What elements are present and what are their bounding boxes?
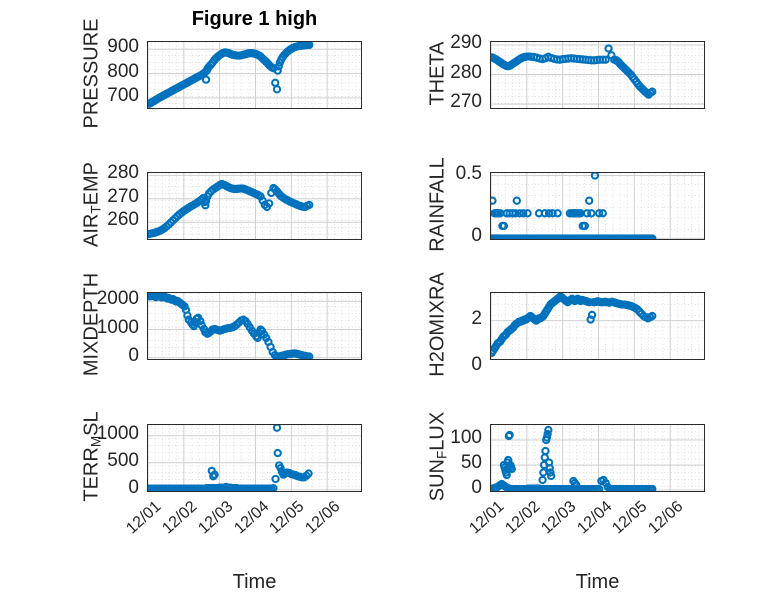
ytick-pressure-2: 900 — [107, 36, 139, 58]
axes-rainfall — [490, 172, 705, 240]
ytick-terr_msl-2: 1000 — [96, 422, 139, 444]
ytick-rainfall-0: 0 — [471, 225, 482, 247]
plot-area-h2omixra — [491, 293, 704, 359]
data-series-pressure — [148, 42, 314, 108]
plot-area-theta — [491, 42, 704, 108]
ytick-rainfall-1: 0.5 — [455, 162, 482, 184]
axes-h2omixra — [490, 292, 705, 360]
data-series-h2omixra — [491, 293, 657, 358]
major-grid-theta — [491, 42, 704, 108]
plot-area-air_temp — [148, 173, 361, 239]
ytick-sun_flux-0: 0 — [471, 477, 482, 498]
axes-air_temp — [147, 172, 362, 240]
ytick-h2omixra-0: 0 — [471, 353, 482, 375]
data-series-air_temp — [148, 179, 314, 239]
ytick-sun_flux-2: 100 — [450, 427, 482, 448]
ytick-theta-0: 270 — [450, 91, 482, 113]
ytick-pressure-0: 700 — [107, 84, 139, 106]
ytick-h2omixra-1: 2 — [471, 307, 482, 329]
data-series-terr_msl — [148, 425, 313, 491]
plot-area-terr_msl — [148, 425, 361, 491]
axes-terr_msl — [147, 424, 362, 492]
ytick-air_temp-2: 280 — [107, 162, 139, 184]
data-series-theta — [491, 44, 657, 99]
figure-title: Figure 1 high — [191, 8, 318, 30]
major-grid-terr_msl — [148, 425, 361, 491]
plot-area-rainfall — [491, 173, 704, 239]
ytick-sun_flux-1: 50 — [460, 452, 482, 473]
ytick-mixdepth-0: 0 — [128, 344, 139, 366]
ytick-pressure-1: 800 — [107, 60, 139, 82]
plot-area-mixdepth — [148, 293, 361, 359]
ytick-air_temp-0: 260 — [107, 209, 139, 231]
ytick-terr_msl-1: 500 — [107, 449, 139, 471]
major-grid-rainfall — [491, 173, 704, 239]
axes-pressure — [147, 41, 362, 109]
ytick-terr_msl-0: 0 — [128, 476, 139, 498]
ytick-mixdepth-1: 1000 — [96, 316, 139, 338]
plot-area-pressure — [148, 42, 361, 108]
data-series-rainfall — [491, 173, 657, 239]
axes-sun_flux — [490, 424, 705, 492]
axes-mixdepth — [147, 292, 362, 360]
data-series-mixdepth — [148, 293, 314, 359]
ytick-air_temp-1: 270 — [107, 185, 139, 207]
ytick-mixdepth-2: 2000 — [96, 288, 139, 310]
ytick-theta-2: 290 — [450, 31, 482, 53]
ytick-theta-1: 280 — [450, 61, 482, 83]
ylabel-terr_msl: TERRMSL — [80, 411, 104, 502]
ylabel-sun_flux: SUNFLUX — [426, 411, 450, 502]
axes-theta — [490, 41, 705, 109]
plot-area-sun_flux — [491, 425, 704, 491]
data-series-sun_flux — [491, 425, 657, 491]
major-grid-air_temp — [148, 173, 361, 239]
